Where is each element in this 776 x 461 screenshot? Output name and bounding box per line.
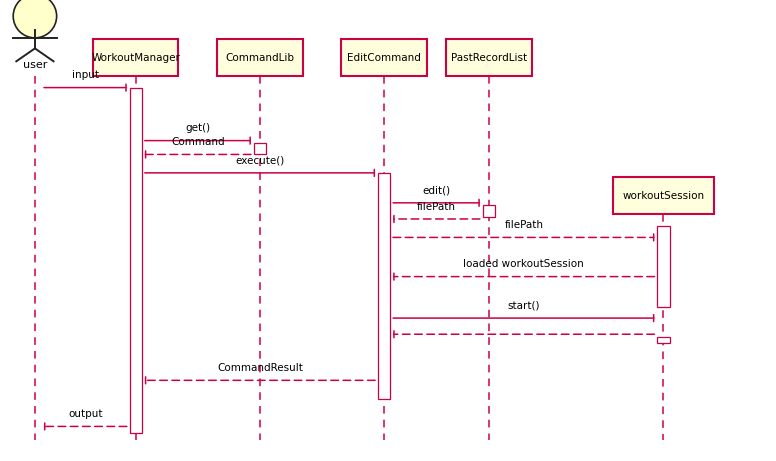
Bar — [378, 173, 390, 399]
FancyBboxPatch shape — [446, 39, 532, 76]
Text: get(): get() — [185, 123, 210, 133]
Bar — [130, 88, 142, 433]
Text: EditCommand: EditCommand — [347, 53, 421, 63]
Bar — [254, 143, 266, 154]
Text: filePath: filePath — [504, 220, 543, 230]
Text: PastRecordList: PastRecordList — [451, 53, 527, 63]
Text: Command: Command — [171, 137, 225, 147]
FancyBboxPatch shape — [93, 39, 178, 76]
Text: CommandResult: CommandResult — [217, 363, 303, 373]
Text: input: input — [72, 70, 99, 80]
Text: user: user — [23, 60, 47, 70]
FancyBboxPatch shape — [341, 39, 427, 76]
Text: filePath: filePath — [417, 201, 456, 212]
Text: output: output — [68, 409, 102, 419]
Bar — [657, 226, 670, 307]
Text: execute(): execute() — [235, 155, 285, 165]
Bar — [657, 337, 670, 343]
Text: start(): start() — [508, 301, 540, 311]
Text: edit(): edit() — [422, 185, 451, 195]
Text: workoutSession: workoutSession — [622, 191, 705, 201]
Bar — [483, 205, 495, 217]
Text: loaded workoutSession: loaded workoutSession — [463, 259, 584, 269]
Text: WorkoutManager: WorkoutManager — [92, 53, 180, 63]
Text: CommandLib: CommandLib — [226, 53, 294, 63]
FancyBboxPatch shape — [217, 39, 303, 76]
FancyBboxPatch shape — [613, 177, 714, 214]
Ellipse shape — [13, 0, 57, 38]
